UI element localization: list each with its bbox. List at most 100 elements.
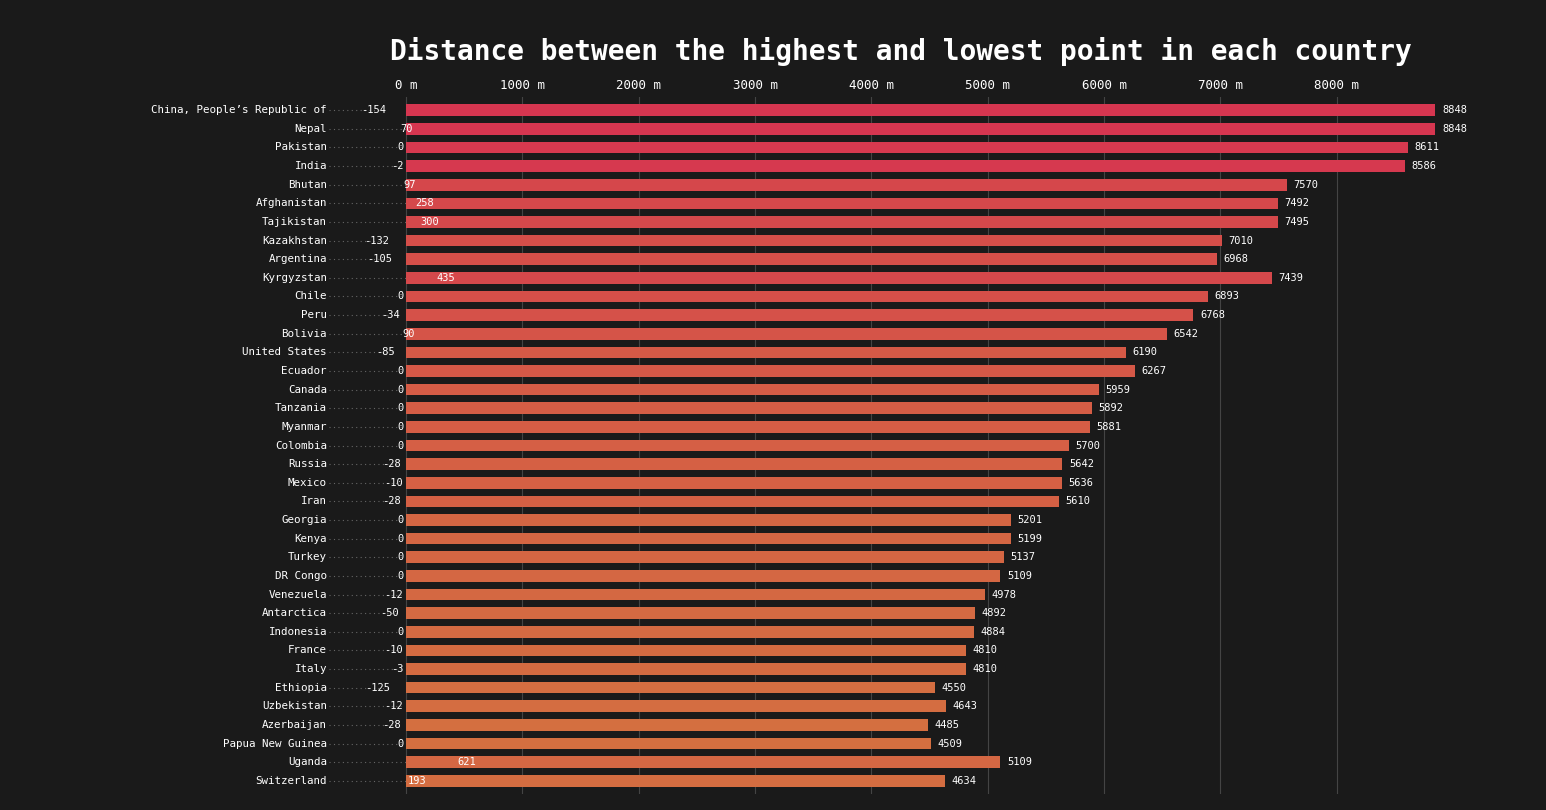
Text: 5610: 5610 xyxy=(1065,497,1090,506)
Text: Pakistan: Pakistan xyxy=(275,143,328,152)
Text: 0: 0 xyxy=(397,292,404,301)
Text: Indonesia: Indonesia xyxy=(269,627,328,637)
Text: 0: 0 xyxy=(397,422,404,432)
Text: Papua New Guinea: Papua New Guinea xyxy=(223,739,328,748)
Text: Colombia: Colombia xyxy=(275,441,328,450)
Text: Chile: Chile xyxy=(294,292,328,301)
Text: Argentina: Argentina xyxy=(269,254,328,264)
Text: 0: 0 xyxy=(397,739,404,748)
Text: 435: 435 xyxy=(436,273,455,283)
Bar xyxy=(407,235,1221,246)
Bar xyxy=(407,496,1059,507)
Text: Peru: Peru xyxy=(301,310,328,320)
Text: 4550: 4550 xyxy=(942,683,966,693)
Text: 621: 621 xyxy=(458,757,476,767)
Text: 7495: 7495 xyxy=(1285,217,1309,227)
Text: Uzbekistan: Uzbekistan xyxy=(261,701,328,711)
Text: -50: -50 xyxy=(380,608,399,618)
Text: 8848: 8848 xyxy=(1442,105,1467,115)
Text: -3: -3 xyxy=(391,664,404,674)
Bar xyxy=(407,160,1405,172)
Text: China, People’s Republic of: China, People’s Republic of xyxy=(152,105,328,115)
Text: 0: 0 xyxy=(397,627,404,637)
Text: 4643: 4643 xyxy=(952,701,977,711)
Text: 300: 300 xyxy=(421,217,439,227)
Text: 5881: 5881 xyxy=(1096,422,1122,432)
Text: Kazakhstan: Kazakhstan xyxy=(261,236,328,245)
Text: -10: -10 xyxy=(385,478,404,488)
Text: 0: 0 xyxy=(397,143,404,152)
Text: Mexico: Mexico xyxy=(288,478,328,488)
Text: Antarctica: Antarctica xyxy=(261,608,328,618)
Bar xyxy=(407,626,974,637)
Text: 5959: 5959 xyxy=(1105,385,1130,394)
Text: Bhutan: Bhutan xyxy=(288,180,328,190)
Bar xyxy=(407,458,1062,470)
Text: 4810: 4810 xyxy=(972,664,997,674)
Bar xyxy=(407,552,1003,563)
Text: 0: 0 xyxy=(397,441,404,450)
Text: 4485: 4485 xyxy=(934,720,959,730)
Text: France: France xyxy=(288,646,328,655)
Text: Kyrgyzstan: Kyrgyzstan xyxy=(261,273,328,283)
Bar xyxy=(407,365,1135,377)
Bar xyxy=(407,570,1000,582)
Text: 5137: 5137 xyxy=(1010,552,1036,562)
Text: -154: -154 xyxy=(362,105,386,115)
Text: 7492: 7492 xyxy=(1285,198,1309,208)
Text: 5636: 5636 xyxy=(1068,478,1093,488)
Bar xyxy=(407,421,1090,433)
Text: 8848: 8848 xyxy=(1442,124,1467,134)
Text: 5892: 5892 xyxy=(1098,403,1122,413)
Text: Myanmar: Myanmar xyxy=(281,422,328,432)
Bar xyxy=(407,198,1277,209)
Bar xyxy=(407,682,935,693)
Bar xyxy=(407,757,1000,768)
Text: 6768: 6768 xyxy=(1200,310,1224,320)
Text: 193: 193 xyxy=(408,776,427,786)
Text: Afghanistan: Afghanistan xyxy=(255,198,328,208)
Bar xyxy=(407,477,1062,488)
Text: Venezuela: Venezuela xyxy=(269,590,328,599)
Text: Canada: Canada xyxy=(288,385,328,394)
Text: -2: -2 xyxy=(391,161,404,171)
Text: 70: 70 xyxy=(400,124,413,134)
Text: 0: 0 xyxy=(397,366,404,376)
Bar xyxy=(407,533,1011,544)
Text: 5201: 5201 xyxy=(1017,515,1042,525)
Text: 258: 258 xyxy=(416,198,434,208)
Text: 5109: 5109 xyxy=(1006,757,1031,767)
Text: 0: 0 xyxy=(397,571,404,581)
Text: Russia: Russia xyxy=(288,459,328,469)
Text: -125: -125 xyxy=(365,683,390,693)
Text: 6190: 6190 xyxy=(1133,347,1158,357)
Text: 6267: 6267 xyxy=(1141,366,1167,376)
Text: 5642: 5642 xyxy=(1068,459,1095,469)
Text: 0: 0 xyxy=(397,515,404,525)
Text: 0: 0 xyxy=(397,385,404,394)
Bar xyxy=(407,179,1286,190)
Text: 97: 97 xyxy=(404,180,416,190)
Text: 0: 0 xyxy=(397,552,404,562)
Bar xyxy=(407,384,1099,395)
Text: 0: 0 xyxy=(397,534,404,544)
Text: 4634: 4634 xyxy=(952,776,977,786)
Text: 6893: 6893 xyxy=(1215,292,1240,301)
Text: 4892: 4892 xyxy=(982,608,1006,618)
Text: 5109: 5109 xyxy=(1006,571,1031,581)
Text: 5700: 5700 xyxy=(1076,441,1101,450)
Text: 7439: 7439 xyxy=(1279,273,1303,283)
Text: 8586: 8586 xyxy=(1411,161,1436,171)
Bar xyxy=(407,272,1271,284)
Text: -34: -34 xyxy=(382,310,400,320)
Text: 4509: 4509 xyxy=(937,739,962,748)
Bar xyxy=(407,440,1070,451)
Text: 5199: 5199 xyxy=(1017,534,1042,544)
Text: 8611: 8611 xyxy=(1415,143,1439,152)
Text: Georgia: Georgia xyxy=(281,515,328,525)
Text: -132: -132 xyxy=(363,236,390,245)
Text: 4810: 4810 xyxy=(972,646,997,655)
Text: -85: -85 xyxy=(376,347,394,357)
Text: 4978: 4978 xyxy=(991,590,1017,599)
Bar xyxy=(407,254,1217,265)
